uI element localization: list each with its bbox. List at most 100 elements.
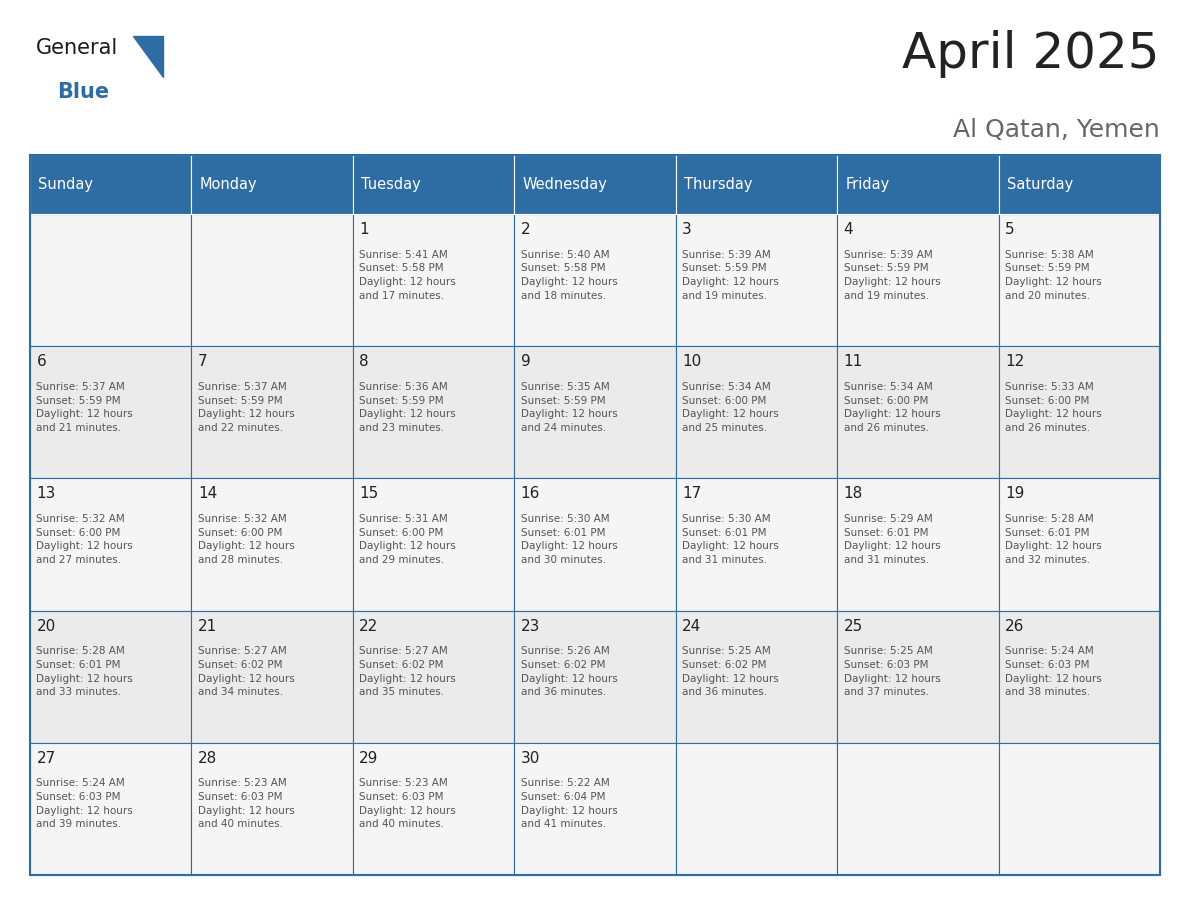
Text: Sunrise: 5:36 AM
Sunset: 5:59 PM
Daylight: 12 hours
and 23 minutes.: Sunrise: 5:36 AM Sunset: 5:59 PM Dayligh… (359, 382, 456, 432)
Text: 29: 29 (359, 751, 379, 766)
Text: April 2025: April 2025 (903, 30, 1159, 78)
Text: Thursday: Thursday (684, 177, 752, 192)
Text: 10: 10 (682, 354, 701, 369)
Text: Sunrise: 5:30 AM
Sunset: 6:01 PM
Daylight: 12 hours
and 31 minutes.: Sunrise: 5:30 AM Sunset: 6:01 PM Dayligh… (682, 514, 779, 565)
Bar (514, 346, 676, 478)
Bar (353, 743, 514, 875)
Text: General: General (36, 38, 118, 58)
Text: 2: 2 (520, 222, 530, 237)
Bar (676, 214, 838, 346)
Bar (353, 346, 514, 478)
Bar (838, 478, 999, 610)
Text: Sunrise: 5:23 AM
Sunset: 6:03 PM
Daylight: 12 hours
and 40 minutes.: Sunrise: 5:23 AM Sunset: 6:03 PM Dayligh… (198, 778, 295, 829)
Text: 22: 22 (359, 619, 379, 633)
Bar (191, 155, 353, 214)
Text: Sunrise: 5:26 AM
Sunset: 6:02 PM
Daylight: 12 hours
and 36 minutes.: Sunrise: 5:26 AM Sunset: 6:02 PM Dayligh… (520, 646, 618, 697)
Text: Sunrise: 5:40 AM
Sunset: 5:58 PM
Daylight: 12 hours
and 18 minutes.: Sunrise: 5:40 AM Sunset: 5:58 PM Dayligh… (520, 250, 618, 300)
Text: 8: 8 (359, 354, 369, 369)
Text: 23: 23 (520, 619, 541, 633)
Bar (191, 214, 353, 346)
Text: 12: 12 (1005, 354, 1024, 369)
Bar (191, 610, 353, 743)
Text: Sunrise: 5:30 AM
Sunset: 6:01 PM
Daylight: 12 hours
and 30 minutes.: Sunrise: 5:30 AM Sunset: 6:01 PM Dayligh… (520, 514, 618, 565)
Bar (353, 478, 514, 610)
Text: Sunrise: 5:33 AM
Sunset: 6:00 PM
Daylight: 12 hours
and 26 minutes.: Sunrise: 5:33 AM Sunset: 6:00 PM Dayligh… (1005, 382, 1101, 432)
Bar (838, 346, 999, 478)
Bar (353, 214, 514, 346)
Bar (353, 155, 514, 214)
Text: 4: 4 (843, 222, 853, 237)
Bar (999, 155, 1159, 214)
Text: Friday: Friday (845, 177, 890, 192)
Bar (191, 743, 353, 875)
Text: 27: 27 (37, 751, 56, 766)
Text: 6: 6 (37, 354, 46, 369)
Text: Tuesday: Tuesday (361, 177, 421, 192)
Text: 15: 15 (359, 487, 379, 501)
Text: Sunrise: 5:22 AM
Sunset: 6:04 PM
Daylight: 12 hours
and 41 minutes.: Sunrise: 5:22 AM Sunset: 6:04 PM Dayligh… (520, 778, 618, 829)
Text: Sunrise: 5:28 AM
Sunset: 6:01 PM
Daylight: 12 hours
and 32 minutes.: Sunrise: 5:28 AM Sunset: 6:01 PM Dayligh… (1005, 514, 1101, 565)
Bar (999, 214, 1159, 346)
Polygon shape (133, 36, 163, 77)
Text: Sunrise: 5:28 AM
Sunset: 6:01 PM
Daylight: 12 hours
and 33 minutes.: Sunrise: 5:28 AM Sunset: 6:01 PM Dayligh… (37, 646, 133, 697)
Bar (191, 478, 353, 610)
Text: Saturday: Saturday (1006, 177, 1073, 192)
Text: 3: 3 (682, 222, 691, 237)
Text: Sunrise: 5:27 AM
Sunset: 6:02 PM
Daylight: 12 hours
and 34 minutes.: Sunrise: 5:27 AM Sunset: 6:02 PM Dayligh… (198, 646, 295, 697)
Bar (999, 478, 1159, 610)
Bar (676, 346, 838, 478)
Text: 21: 21 (198, 619, 217, 633)
Bar (999, 346, 1159, 478)
Text: Monday: Monday (200, 177, 257, 192)
Text: Wednesday: Wednesday (523, 177, 607, 192)
Text: Sunrise: 5:37 AM
Sunset: 5:59 PM
Daylight: 12 hours
and 22 minutes.: Sunrise: 5:37 AM Sunset: 5:59 PM Dayligh… (198, 382, 295, 432)
Bar (999, 610, 1159, 743)
Text: 19: 19 (1005, 487, 1024, 501)
Bar (676, 743, 838, 875)
Text: 9: 9 (520, 354, 531, 369)
Bar (999, 743, 1159, 875)
Text: Sunrise: 5:32 AM
Sunset: 6:00 PM
Daylight: 12 hours
and 27 minutes.: Sunrise: 5:32 AM Sunset: 6:00 PM Dayligh… (37, 514, 133, 565)
Text: Al Qatan, Yemen: Al Qatan, Yemen (953, 118, 1159, 142)
Bar (514, 214, 676, 346)
Text: 25: 25 (843, 619, 862, 633)
Text: Sunrise: 5:29 AM
Sunset: 6:01 PM
Daylight: 12 hours
and 31 minutes.: Sunrise: 5:29 AM Sunset: 6:01 PM Dayligh… (843, 514, 941, 565)
Bar (838, 155, 999, 214)
Text: 14: 14 (198, 487, 217, 501)
Bar (30, 610, 191, 743)
Text: Blue: Blue (57, 82, 109, 102)
Bar (838, 743, 999, 875)
Text: Sunrise: 5:41 AM
Sunset: 5:58 PM
Daylight: 12 hours
and 17 minutes.: Sunrise: 5:41 AM Sunset: 5:58 PM Dayligh… (359, 250, 456, 300)
Text: 24: 24 (682, 619, 701, 633)
Text: Sunrise: 5:24 AM
Sunset: 6:03 PM
Daylight: 12 hours
and 39 minutes.: Sunrise: 5:24 AM Sunset: 6:03 PM Dayligh… (37, 778, 133, 829)
Text: 13: 13 (37, 487, 56, 501)
Text: Sunrise: 5:31 AM
Sunset: 6:00 PM
Daylight: 12 hours
and 29 minutes.: Sunrise: 5:31 AM Sunset: 6:00 PM Dayligh… (359, 514, 456, 565)
Text: Sunrise: 5:25 AM
Sunset: 6:03 PM
Daylight: 12 hours
and 37 minutes.: Sunrise: 5:25 AM Sunset: 6:03 PM Dayligh… (843, 646, 941, 697)
Text: 7: 7 (198, 354, 208, 369)
Text: Sunrise: 5:39 AM
Sunset: 5:59 PM
Daylight: 12 hours
and 19 minutes.: Sunrise: 5:39 AM Sunset: 5:59 PM Dayligh… (682, 250, 779, 300)
Bar (676, 155, 838, 214)
Bar (676, 610, 838, 743)
Bar (838, 214, 999, 346)
Bar (514, 155, 676, 214)
Bar (30, 155, 1159, 875)
Text: 1: 1 (359, 222, 369, 237)
Bar (514, 743, 676, 875)
Bar (30, 346, 191, 478)
Text: 11: 11 (843, 354, 862, 369)
Text: Sunrise: 5:35 AM
Sunset: 5:59 PM
Daylight: 12 hours
and 24 minutes.: Sunrise: 5:35 AM Sunset: 5:59 PM Dayligh… (520, 382, 618, 432)
Text: 20: 20 (37, 619, 56, 633)
Text: Sunrise: 5:25 AM
Sunset: 6:02 PM
Daylight: 12 hours
and 36 minutes.: Sunrise: 5:25 AM Sunset: 6:02 PM Dayligh… (682, 646, 779, 697)
Text: Sunrise: 5:27 AM
Sunset: 6:02 PM
Daylight: 12 hours
and 35 minutes.: Sunrise: 5:27 AM Sunset: 6:02 PM Dayligh… (359, 646, 456, 697)
Bar (676, 478, 838, 610)
Text: Sunrise: 5:37 AM
Sunset: 5:59 PM
Daylight: 12 hours
and 21 minutes.: Sunrise: 5:37 AM Sunset: 5:59 PM Dayligh… (37, 382, 133, 432)
Text: Sunrise: 5:34 AM
Sunset: 6:00 PM
Daylight: 12 hours
and 26 minutes.: Sunrise: 5:34 AM Sunset: 6:00 PM Dayligh… (843, 382, 941, 432)
Text: 16: 16 (520, 487, 541, 501)
Text: Sunrise: 5:38 AM
Sunset: 5:59 PM
Daylight: 12 hours
and 20 minutes.: Sunrise: 5:38 AM Sunset: 5:59 PM Dayligh… (1005, 250, 1101, 300)
Bar (191, 346, 353, 478)
Bar (514, 610, 676, 743)
Bar (30, 743, 191, 875)
Text: 18: 18 (843, 487, 862, 501)
Bar (30, 155, 191, 214)
Text: Sunrise: 5:39 AM
Sunset: 5:59 PM
Daylight: 12 hours
and 19 minutes.: Sunrise: 5:39 AM Sunset: 5:59 PM Dayligh… (843, 250, 941, 300)
